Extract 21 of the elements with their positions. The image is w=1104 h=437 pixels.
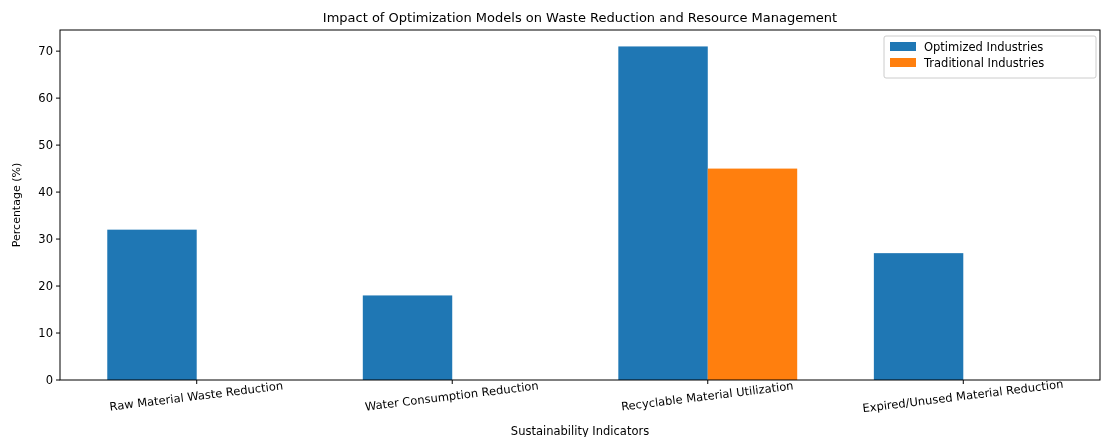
bar (618, 46, 708, 380)
y-tick-label: 60 (38, 91, 53, 106)
bar (707, 168, 798, 380)
y-tick-label: 30 (38, 232, 53, 247)
y-tick-label: 40 (38, 185, 53, 200)
x-tick-label: Recyclable Material Utilization (620, 378, 795, 414)
x-axis-title: Sustainability Indicators (510, 424, 650, 437)
chart-title: Impact of Optimization Models on Waste Reduction and Resource Management (322, 10, 838, 25)
y-axis-title: Percentage (%) (10, 162, 23, 248)
y-tick-label: 20 (38, 279, 53, 294)
legend-label: Traditional Industries (923, 55, 1045, 70)
x-tick-label: Raw Material Waste Reduction (108, 378, 284, 414)
y-tick-label: 50 (38, 138, 53, 153)
legend-label: Optimized Industries (924, 39, 1044, 54)
x-tick-label: Water Consumption Reduction (364, 378, 540, 414)
y-tick-label: 0 (45, 373, 53, 387)
bar (107, 229, 197, 380)
bar (873, 253, 964, 380)
bar (362, 295, 453, 380)
y-tick-label: 10 (38, 326, 53, 341)
y-tick-label: 70 (38, 44, 53, 59)
